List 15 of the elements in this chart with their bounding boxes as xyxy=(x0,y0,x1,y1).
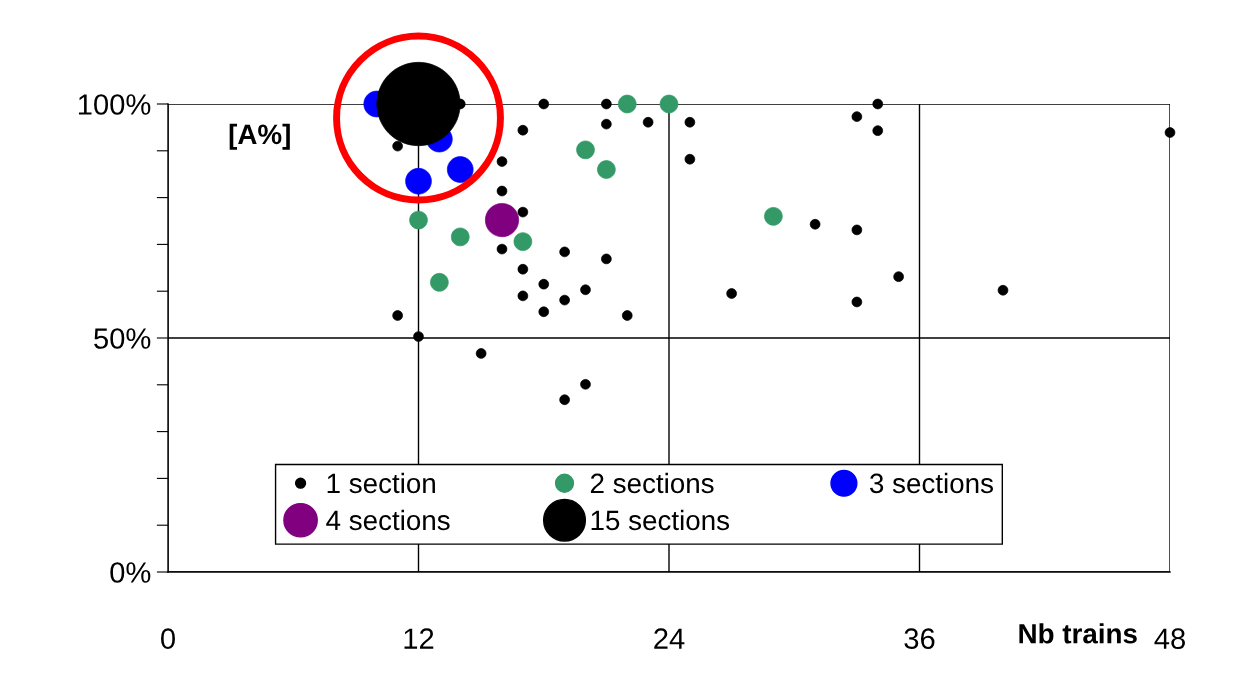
legend-label: 4 sections xyxy=(326,509,450,531)
x-tick-label: 36 xyxy=(904,628,935,649)
legend-label: 15 sections xyxy=(591,509,730,531)
y-axis-title: [A%] xyxy=(229,123,290,150)
legend-label: 1 section xyxy=(327,472,435,494)
legend-label: 3 sections xyxy=(869,472,993,494)
y-tick-label: 50% xyxy=(94,328,151,349)
x-tick-label: 48 xyxy=(1154,628,1185,649)
y-tick-label: 100% xyxy=(78,94,151,115)
y-tick-label: 0% xyxy=(110,562,151,583)
legend-label: 2 sections xyxy=(590,472,714,494)
x-tick-label: 0 xyxy=(161,628,175,649)
x-tick-label: 12 xyxy=(404,628,434,649)
x-axis-title: Nb trains xyxy=(1019,623,1137,644)
x-tick-label: 24 xyxy=(654,628,685,649)
